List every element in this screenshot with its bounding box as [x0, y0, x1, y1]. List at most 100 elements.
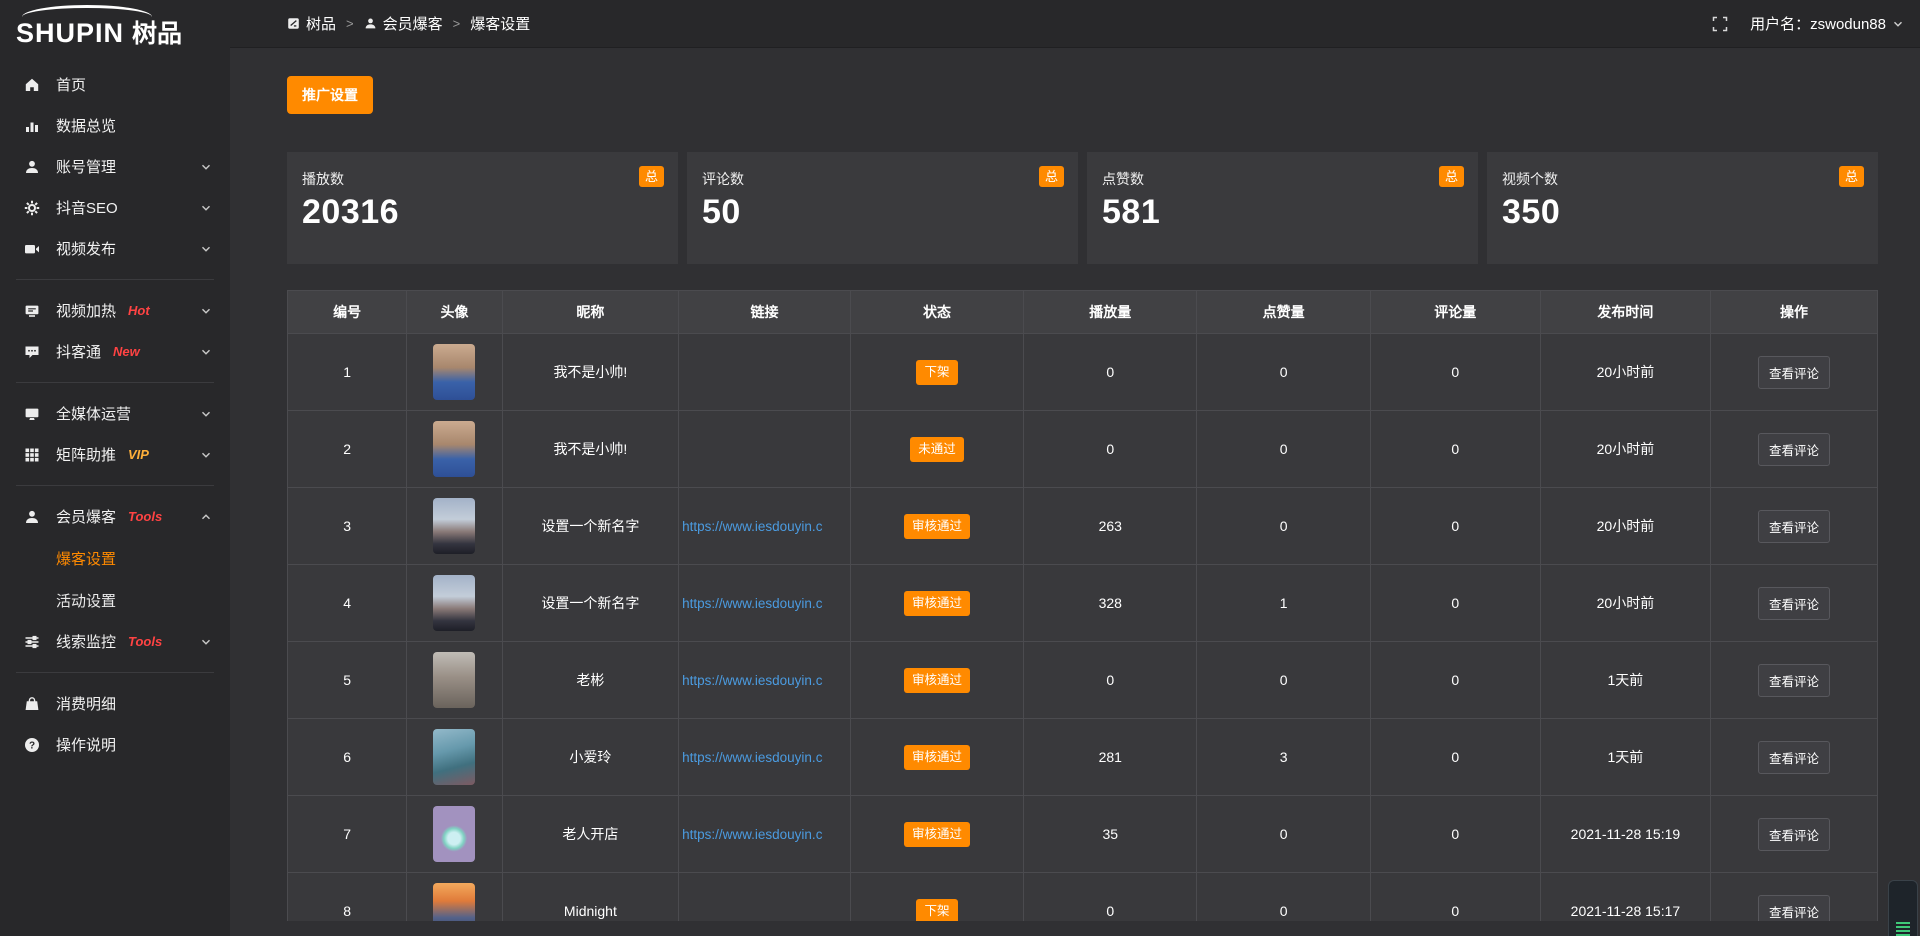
cell-comments: 0: [1369, 872, 1541, 921]
cell-plays: 0: [1023, 641, 1198, 719]
sidebar-item-media-operation[interactable]: 全媒体运营: [0, 393, 230, 434]
sidebar-item-video-heat[interactable]: 视频加热 Hot: [0, 290, 230, 331]
avatar: [433, 498, 476, 554]
avatar: [433, 806, 476, 862]
cell-comments: 0: [1369, 487, 1541, 565]
sidebar-item-badge: Hot: [128, 303, 150, 318]
sidebar-subitem-baoke-settings[interactable]: 爆客设置: [0, 537, 230, 579]
view-comments-button[interactable]: 查看评论: [1757, 509, 1830, 543]
user-menu[interactable]: 用户名：zswodun88: [1750, 13, 1904, 34]
sidebar-item-home[interactable]: 首页: [0, 64, 230, 105]
comment-icon: [24, 344, 42, 360]
cell-comments: 0: [1369, 795, 1541, 873]
column-header: 发布时间: [1539, 290, 1711, 334]
breadcrumb-label: 树品: [306, 16, 337, 33]
floating-widget[interactable]: [1888, 880, 1918, 936]
sidebar-item-clue-monitor[interactable]: 线索监控 Tools: [0, 621, 230, 662]
sidebar-item-douyin-seo[interactable]: 抖音SEO: [0, 187, 230, 228]
sidebar-item-consumption-detail[interactable]: 消费明细: [0, 683, 230, 724]
breadcrumb-item[interactable]: 会员爆客: [364, 13, 443, 34]
tv-icon: [24, 303, 42, 319]
cell-id: 4: [287, 564, 408, 642]
status-badge: 审核通过: [903, 744, 970, 770]
column-header: 昵称: [501, 290, 680, 334]
cell-plays: 0: [1023, 872, 1198, 921]
cell-likes: 0: [1196, 487, 1371, 565]
view-comments-button[interactable]: 查看评论: [1757, 663, 1830, 697]
view-comments-button[interactable]: 查看评论: [1757, 586, 1830, 620]
status-badge: 审核通过: [903, 821, 970, 847]
sidebar-subitem-activity-settings[interactable]: 活动设置: [0, 579, 230, 621]
sidebar-item-badge: New: [113, 344, 140, 359]
sidebar-item-data-overview[interactable]: 数据总览: [0, 105, 230, 146]
sidebar-item-badge: Tools: [128, 634, 163, 649]
cell-likes: 0: [1196, 872, 1371, 921]
cell-publish-time: 20小时前: [1539, 410, 1711, 488]
cell-id: 8: [287, 872, 408, 921]
table-row: 4 设置一个新名字 https://www.iesdouyin.c 审核通过 3…: [287, 564, 1878, 642]
sidebar: SHUPIN 树品 首页 数据总览 账号管理 抖音SEO 视频发布 视频加热 H…: [0, 0, 230, 936]
cell-comments: 0: [1369, 333, 1541, 411]
breadcrumb-item[interactable]: 爆客设置: [470, 13, 530, 34]
sidebar-item-operation-guide[interactable]: ? 操作说明: [0, 724, 230, 765]
table-row: 2 我不是小帅! 未通过 0 0 0 20小时前 查看评论: [287, 410, 1878, 488]
fullscreen-icon[interactable]: [1712, 16, 1728, 32]
video-link[interactable]: https://www.iesdouyin.c: [682, 518, 823, 534]
sliders-icon: [24, 634, 42, 650]
stat-card: 视频个数 350 总: [1487, 152, 1878, 264]
sidebar-item-label: 消费明细: [56, 696, 117, 713]
view-comments-button[interactable]: 查看评论: [1757, 817, 1830, 851]
cell-id: 2: [287, 410, 408, 488]
avatar: [433, 652, 476, 708]
sidebar-divider: [16, 485, 214, 486]
videos-table: 编号 头像 昵称 链接 状态 播放量 点赞量 评论量 发布时间 操作 1 我不是小帅! 下架 0 …: [287, 290, 1878, 921]
video-link[interactable]: https://www.iesdouyin.c: [682, 595, 823, 611]
chevron-down-icon: [200, 161, 212, 173]
cell-comments: 0: [1369, 564, 1541, 642]
view-comments-button[interactable]: 查看评论: [1757, 740, 1830, 774]
gear-icon: [24, 200, 42, 216]
cell-id: 7: [287, 795, 408, 873]
sidebar-item-account-management[interactable]: 账号管理: [0, 146, 230, 187]
column-header: 评论量: [1369, 290, 1541, 334]
cell-publish-time: 1天前: [1539, 718, 1711, 796]
stat-value: 350: [1502, 193, 1561, 231]
cell-likes: 0: [1196, 795, 1371, 873]
total-badge: 总: [1038, 166, 1064, 187]
app-icon: [287, 17, 300, 30]
sidebar-item-video-publish[interactable]: 视频发布: [0, 228, 230, 269]
cell-publish-time: 1天前: [1539, 641, 1711, 719]
total-badge: 总: [1438, 166, 1464, 187]
breadcrumb-item[interactable]: 树品: [287, 13, 336, 34]
sidebar-item-member-baoke[interactable]: 会员爆客 Tools: [0, 496, 230, 537]
cell-publish-time: 2021-11-28 15:19: [1539, 795, 1711, 873]
promo-settings-button[interactable]: 推广设置: [287, 76, 373, 114]
status-badge: 下架: [916, 359, 958, 385]
table-row: 1 我不是小帅! 下架 0 0 0 20小时前 查看评论: [287, 333, 1878, 411]
cell-publish-time: 20小时前: [1539, 487, 1711, 565]
table-row: 7 老人开店 https://www.iesdouyin.c 审核通过 35 0…: [287, 795, 1878, 873]
view-comments-button[interactable]: 查看评论: [1757, 355, 1830, 389]
video-link[interactable]: https://www.iesdouyin.c: [682, 826, 823, 842]
sidebar-item-label: 矩阵助推: [56, 447, 117, 464]
stat-label: 评论数: [702, 171, 744, 187]
video-link[interactable]: https://www.iesdouyin.c: [682, 749, 823, 765]
chevron-down-icon: [200, 346, 212, 358]
status-badge: 审核通过: [903, 513, 970, 539]
sidebar-item-label: 操作说明: [56, 737, 117, 754]
breadcrumb: 树品 > 会员爆客 > 爆客设置: [287, 13, 530, 34]
view-comments-button[interactable]: 查看评论: [1757, 432, 1830, 466]
breadcrumb-label: 会员爆客: [382, 16, 443, 33]
view-comments-button[interactable]: 查看评论: [1757, 894, 1830, 921]
avatar: [433, 344, 476, 400]
column-header: 链接: [678, 290, 851, 334]
sidebar-item-matrix-boost[interactable]: 矩阵助推 VIP: [0, 434, 230, 475]
avatar: [433, 729, 476, 785]
cell-plays: 0: [1023, 410, 1198, 488]
avatar: [433, 421, 476, 477]
cell-likes: 0: [1196, 410, 1371, 488]
cell-plays: 0: [1023, 333, 1198, 411]
sidebar-item-douketong[interactable]: 抖客通 New: [0, 331, 230, 372]
sidebar-item-label: 全媒体运营: [56, 406, 132, 423]
video-link[interactable]: https://www.iesdouyin.c: [682, 672, 823, 688]
